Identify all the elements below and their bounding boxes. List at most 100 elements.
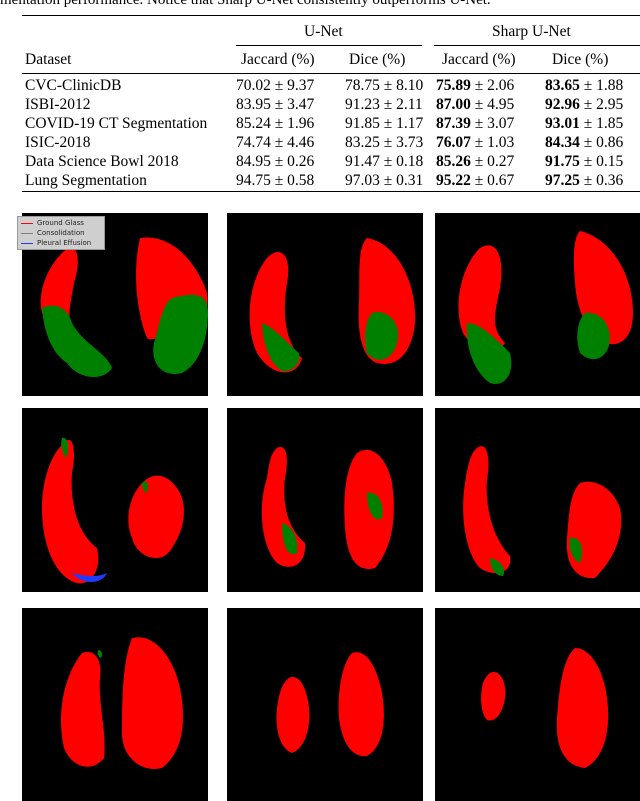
legend-item-ground-glass: Ground Glass	[21, 218, 84, 228]
best-value: 95.22	[436, 172, 471, 189]
ground-glass-region	[344, 449, 394, 569]
ground-glass-region	[338, 652, 384, 757]
panel-row3-col3	[435, 608, 640, 801]
best-value: 84.34	[545, 134, 580, 151]
table-cell-best: 84.34 ± 0.86	[545, 134, 623, 152]
dataset-name-cell: Lung Segmentation	[25, 172, 147, 189]
ground-glass-region	[261, 447, 306, 567]
std-value: ± 1.88	[579, 77, 624, 94]
table-cell: 78.75 ± 8.10	[345, 77, 424, 94]
std-value: ± 0.15	[579, 153, 624, 170]
group-rule-unet	[236, 45, 422, 46]
ground-glass-swatch-icon	[21, 222, 33, 224]
best-value: 92.96	[545, 96, 580, 113]
consolidation-region	[262, 323, 300, 372]
ground-glass-region	[42, 439, 99, 584]
best-value: 93.01	[545, 115, 580, 132]
best-value: 83.65	[545, 77, 580, 94]
best-value: 87.39	[436, 115, 471, 132]
panel-row1-col3	[435, 213, 640, 396]
consolidation-region	[141, 481, 148, 493]
ground-glass-region	[481, 672, 506, 721]
consolidation-region	[97, 650, 103, 658]
table-bottom-rule	[22, 191, 640, 192]
dataset-name-cell: ISIC-2018	[25, 134, 91, 151]
std-value: ± 4.95	[470, 96, 515, 113]
consolidation-swatch-icon	[21, 232, 33, 234]
figure-caption: mentation performance. Notice that Sharp…	[0, 0, 491, 8]
best-value: 87.00	[436, 96, 471, 113]
table-cell-best: 97.25 ± 0.36	[545, 172, 623, 190]
dataset-name-cell: COVID-19 CT Segmentation	[25, 115, 208, 132]
ground-glass-region	[61, 652, 105, 767]
best-value: 91.75	[545, 153, 580, 170]
std-value: ± 0.67	[470, 172, 515, 189]
table-cell-best: 87.00 ± 4.95	[436, 96, 514, 114]
table-cell-best: 95.22 ± 0.67	[436, 172, 514, 190]
std-value: ± 2.95	[579, 96, 624, 113]
panel-row2-col3	[435, 408, 640, 592]
pleural-effusion-swatch-icon	[21, 242, 33, 244]
table-cell: 97.03 ± 0.31	[345, 172, 424, 189]
panel-row1-col2	[227, 213, 423, 396]
header-sharp-dice: Dice (%)	[552, 51, 609, 68]
lung-mask-r2c3	[463, 446, 622, 579]
best-value: 75.89	[436, 77, 471, 94]
table-cell: 84.95 ± 0.26	[236, 153, 315, 170]
consolidation-region	[42, 305, 112, 378]
ground-glass-region	[556, 648, 609, 768]
panel-row3-col1	[22, 608, 208, 801]
table-cell: 94.75 ± 0.58	[236, 172, 315, 189]
header-unet-jaccard: Jaccard (%)	[241, 51, 315, 68]
pleural-effusion-region	[72, 573, 107, 583]
consolidation-region	[153, 294, 208, 374]
lung-mask-r3c2	[276, 652, 384, 757]
legend-label: Ground Glass	[37, 219, 84, 227]
ground-glass-region	[249, 252, 302, 373]
consolidation-region	[577, 312, 610, 360]
panel-row2-col2	[227, 408, 423, 592]
table-cell: 74.74 ± 4.46	[236, 134, 315, 151]
std-value: ± 0.36	[579, 172, 624, 189]
table-cell-best: 83.65 ± 1.88	[545, 77, 623, 95]
ground-glass-region	[566, 481, 622, 579]
lung-mask-r3c1	[61, 637, 183, 769]
consolidation-region	[466, 323, 512, 384]
consolidation-region	[367, 492, 383, 520]
ground-glass-region	[122, 637, 183, 769]
ground-glass-region	[128, 475, 184, 559]
table-cell: 85.24 ± 1.96	[236, 115, 315, 132]
table-cell-best: 87.39 ± 3.07	[436, 115, 514, 133]
best-value: 85.26	[436, 153, 471, 170]
dataset-header: Dataset	[25, 51, 72, 68]
std-value: ± 1.03	[470, 134, 515, 151]
table-cell: 70.02 ± 9.37	[236, 77, 315, 94]
table-cell: 91.47 ± 0.18	[345, 153, 424, 170]
best-value: 76.07	[436, 134, 471, 151]
lung-mask-r2c2	[261, 447, 394, 569]
header-unet-dice: Dice (%)	[349, 51, 406, 68]
header-rule	[22, 73, 640, 74]
ground-glass-region	[276, 677, 310, 753]
segmentation-figure-grid	[22, 213, 640, 801]
table-cell: 91.85 ± 1.17	[345, 115, 424, 132]
legend-label: Pleural Effusion	[37, 239, 92, 247]
ground-glass-region	[463, 446, 511, 574]
table-cell-best: 93.01 ± 1.85	[545, 115, 623, 133]
std-value: ± 0.86	[579, 134, 624, 151]
lung-mask-r3c3	[481, 648, 609, 768]
panel-row3-col2	[227, 608, 423, 801]
table-cell-best: 91.75 ± 0.15	[545, 153, 623, 171]
legend-label: Consolidation	[37, 229, 85, 237]
std-value: ± 3.07	[470, 115, 515, 132]
figure-legend: Ground Glass Consolidation Pleural Effus…	[17, 216, 105, 250]
consolidation-region	[490, 558, 505, 576]
lung-mask-r1c1	[40, 237, 208, 378]
group-header-unet: U-Net	[304, 23, 343, 40]
consolidation-region	[364, 312, 398, 360]
dataset-name-cell: CVC-ClinicDB	[25, 77, 122, 94]
group-header-sharp-unet: Sharp U-Net	[492, 23, 571, 40]
legend-item-consolidation: Consolidation	[21, 228, 85, 238]
panel-row2-col1	[22, 408, 208, 592]
best-value: 97.25	[545, 172, 580, 189]
